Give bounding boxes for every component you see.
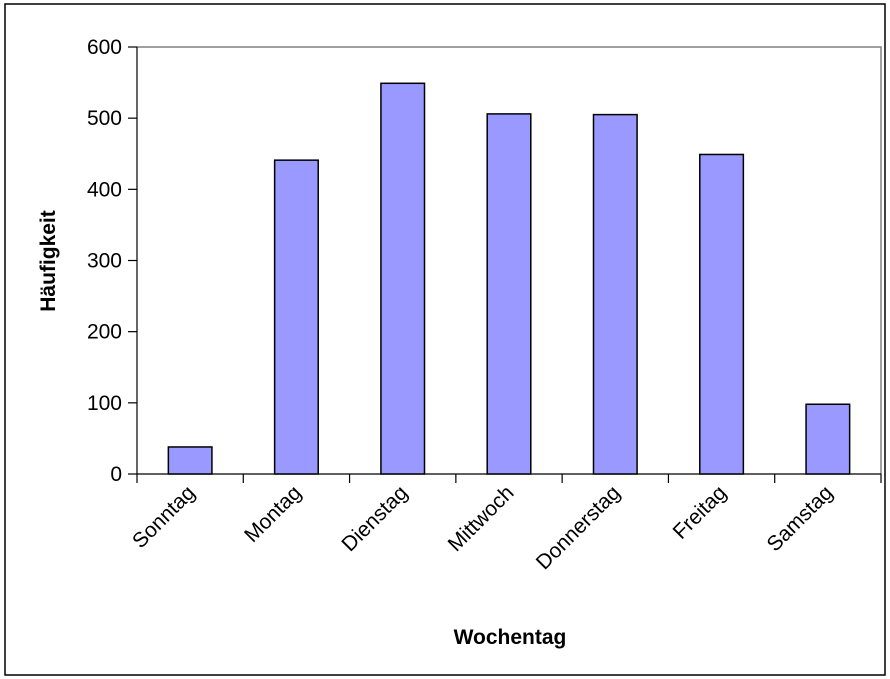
bar-donnerstag [592, 113, 638, 475]
bar-mittwoch [486, 113, 532, 475]
bar-dienstag [380, 82, 426, 475]
y-tick-label: 500 [87, 107, 122, 130]
y-axis: 0 100 200 300 400 500 600 [87, 36, 138, 486]
x-axis-title: Wochentag [454, 626, 567, 649]
y-tick-label: 0 [110, 463, 122, 486]
y-tick-label: 200 [87, 321, 122, 344]
y-tick-label: 300 [87, 250, 122, 273]
bar-freitag [699, 153, 745, 475]
y-tick-label: 600 [87, 36, 122, 59]
y-tick-label: 400 [87, 178, 122, 201]
y-tick-label: 100 [87, 392, 122, 415]
bar-montag [273, 159, 319, 475]
bars [167, 82, 851, 475]
bar-sonntag [167, 446, 213, 475]
y-axis-title: Häufigkeit [37, 210, 60, 312]
bar-samstag [805, 403, 851, 475]
plot-area [137, 46, 882, 474]
plot-border [137, 46, 882, 474]
